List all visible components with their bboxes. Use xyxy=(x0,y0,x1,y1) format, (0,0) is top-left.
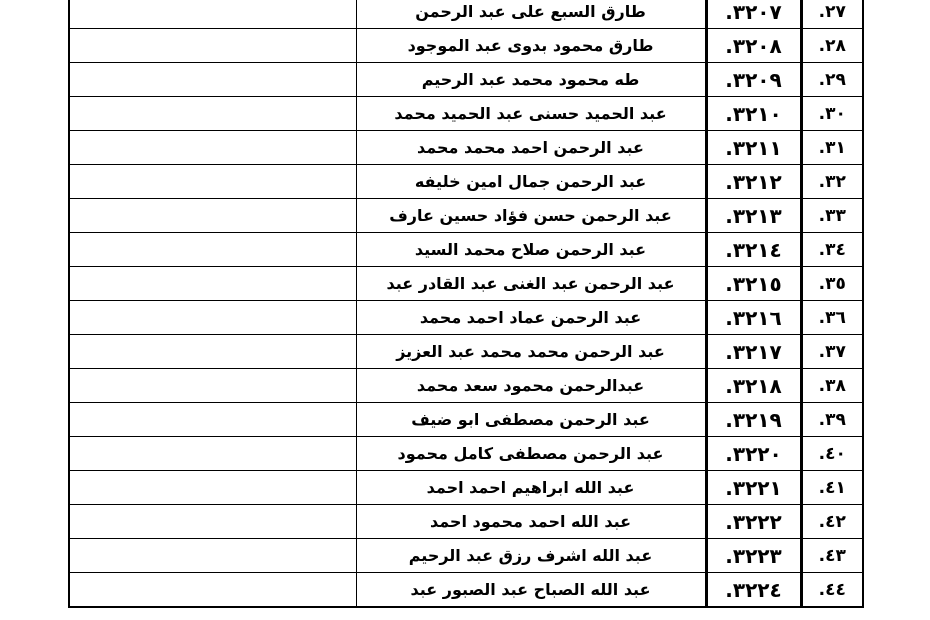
table-row: ٣٠. ٣٢١٠. عبد الحميد حسنى عبد الحميد محمد xyxy=(68,96,864,131)
num-cell: ٣٣. xyxy=(800,198,864,233)
num-cell: ٣٩. xyxy=(800,402,864,437)
name-cell: عبد الله ابراهيم احمد احمد xyxy=(355,470,707,505)
code-cell: ٣٢٠٩. xyxy=(704,62,803,97)
table-row: ٤٠. ٣٢٢٠. عبد الرحمن مصطفى كامل محمود xyxy=(68,436,864,471)
num-cell: ٤١. xyxy=(800,470,864,505)
name-cell: طه محمود محمد عبد الرحيم xyxy=(355,62,707,97)
empty-cell xyxy=(68,572,357,608)
empty-cell xyxy=(68,130,357,165)
empty-cell xyxy=(68,28,357,63)
table-row: ٣٩. ٣٢١٩. عبد الرحمن مصطفى ابو ضيف xyxy=(68,402,864,437)
code-cell: ٣٢١٠. xyxy=(704,96,803,131)
name-cell: عبدالرحمن محمود سعد محمد xyxy=(355,368,707,403)
code-cell: ٣٢١١. xyxy=(704,130,803,165)
table-row: ٣٦. ٣٢١٦. عبد الرحمن عماد احمد محمد xyxy=(68,300,864,335)
num-cell: ٤٤. xyxy=(800,572,864,608)
name-cell: عبد الرحمن عماد احمد محمد xyxy=(355,300,707,335)
table-row: ٣١. ٣٢١١. عبد الرحمن احمد محمد محمد xyxy=(68,130,864,165)
num-cell: ٤٠. xyxy=(800,436,864,471)
table-row: ٤٢. ٣٢٢٢. عبد الله احمد محمود احمد xyxy=(68,504,864,539)
name-cell: عبد الرحمن محمد محمد عبد العزيز xyxy=(355,334,707,369)
code-cell: ٣٢٢١. xyxy=(704,470,803,505)
empty-cell xyxy=(68,96,357,131)
num-cell: ٣٠. xyxy=(800,96,864,131)
code-cell: ٣٢١٧. xyxy=(704,334,803,369)
empty-cell xyxy=(68,0,357,29)
table-row: ٤٣. ٣٢٢٣. عبد الله اشرف رزق عبد الرحيم xyxy=(68,538,864,573)
code-cell: ٣٢١٣. xyxy=(704,198,803,233)
name-cell: عبد الرحمن صلاح محمد السيد xyxy=(355,232,707,267)
name-cell: عبد الرحمن مصطفى ابو ضيف xyxy=(355,402,707,437)
code-cell: ٣٢٢٣. xyxy=(704,538,803,573)
empty-cell xyxy=(68,164,357,199)
code-cell: ٣٢٢٢. xyxy=(704,504,803,539)
empty-cell xyxy=(68,198,357,233)
empty-cell xyxy=(68,334,357,369)
empty-cell xyxy=(68,62,357,97)
table-row: ٣٥. ٣٢١٥. عبد الرحمن عبد الغنى عبد القادر … xyxy=(68,266,864,301)
table-row: ٤٤. ٣٢٢٤. عبد الله الصباح عبد الصبور عبد xyxy=(68,572,864,608)
code-cell: ٣٢١٤. xyxy=(704,232,803,267)
table-row: ٣٣. ٣٢١٣. عبد الرحمن حسن فؤاد حسين عارف xyxy=(68,198,864,233)
table-row: ٣٤. ٣٢١٤. عبد الرحمن صلاح محمد السيد xyxy=(68,232,864,267)
table-row: ٢٨. ٣٢٠٨. طارق محمود بدوى عبد الموجود xyxy=(68,28,864,63)
name-cell: عبد الرحمن مصطفى كامل محمود xyxy=(355,436,707,471)
table-row: ٣٨. ٣٢١٨. عبدالرحمن محمود سعد محمد xyxy=(68,368,864,403)
empty-cell xyxy=(68,368,357,403)
num-cell: ٢٧. xyxy=(800,0,864,29)
name-cell: عبد الرحمن عبد الغنى عبد القادر عبد xyxy=(355,266,707,301)
code-cell: ٣٢١٨. xyxy=(704,368,803,403)
table-row: ٢٧. ٣٢٠٧. طارق السبع على عبد الرحمن xyxy=(68,0,864,29)
empty-cell xyxy=(68,470,357,505)
name-cell: طارق السبع على عبد الرحمن xyxy=(355,0,707,29)
num-cell: ٣٤. xyxy=(800,232,864,267)
num-cell: ٤٢. xyxy=(800,504,864,539)
empty-cell xyxy=(68,402,357,437)
num-cell: ٣٧. xyxy=(800,334,864,369)
table-row: ٢٩. ٣٢٠٩. طه محمود محمد عبد الرحيم xyxy=(68,62,864,97)
table-row: ٣٢. ٣٢١٢. عبد الرحمن جمال امين خليفه xyxy=(68,164,864,199)
table-row: ٣٧. ٣٢١٧. عبد الرحمن محمد محمد عبد العزيز xyxy=(68,334,864,369)
empty-cell xyxy=(68,232,357,267)
code-cell: ٣٢٠٧. xyxy=(704,0,803,29)
name-cell: عبد الرحمن جمال امين خليفه xyxy=(355,164,707,199)
name-cell: عبد الرحمن حسن فؤاد حسين عارف xyxy=(355,198,707,233)
table-body: ٢٧. ٣٢٠٧. طارق السبع على عبد الرحمن ٢٨. ٣٢٠٨… xyxy=(68,0,864,608)
num-cell: ٣٢. xyxy=(800,164,864,199)
num-cell: ٣٨. xyxy=(800,368,864,403)
empty-cell xyxy=(68,504,357,539)
empty-cell xyxy=(68,266,357,301)
name-cell: عبد الله اشرف رزق عبد الرحيم xyxy=(355,538,707,573)
empty-cell xyxy=(68,538,357,573)
empty-cell xyxy=(68,300,357,335)
num-cell: ٤٣. xyxy=(800,538,864,573)
code-cell: ٣٢١٢. xyxy=(704,164,803,199)
name-cell: عبد الله الصباح عبد الصبور عبد xyxy=(355,572,707,608)
code-cell: ٣٢٢٠. xyxy=(704,436,803,471)
code-cell: ٣٢٠٨. xyxy=(704,28,803,63)
code-cell: ٣٢١٩. xyxy=(704,402,803,437)
name-cell: عبد الله احمد محمود احمد xyxy=(355,504,707,539)
code-cell: ٣٢٢٤. xyxy=(704,572,803,608)
name-cell: عبد الرحمن احمد محمد محمد xyxy=(355,130,707,165)
num-cell: ٣١. xyxy=(800,130,864,165)
code-cell: ٣٢١٥. xyxy=(704,266,803,301)
table-row: ٤١. ٣٢٢١. عبد الله ابراهيم احمد احمد xyxy=(68,470,864,505)
empty-cell xyxy=(68,436,357,471)
num-cell: ٢٨. xyxy=(800,28,864,63)
name-cell: عبد الحميد حسنى عبد الحميد محمد xyxy=(355,96,707,131)
num-cell: ٣٦. xyxy=(800,300,864,335)
code-cell: ٣٢١٦. xyxy=(704,300,803,335)
name-cell: طارق محمود بدوى عبد الموجود xyxy=(355,28,707,63)
num-cell: ٣٥. xyxy=(800,266,864,301)
names-table: ٢٧. ٣٢٠٧. طارق السبع على عبد الرحمن ٢٨. ٣٢٠٨… xyxy=(68,0,864,608)
num-cell: ٢٩. xyxy=(800,62,864,97)
